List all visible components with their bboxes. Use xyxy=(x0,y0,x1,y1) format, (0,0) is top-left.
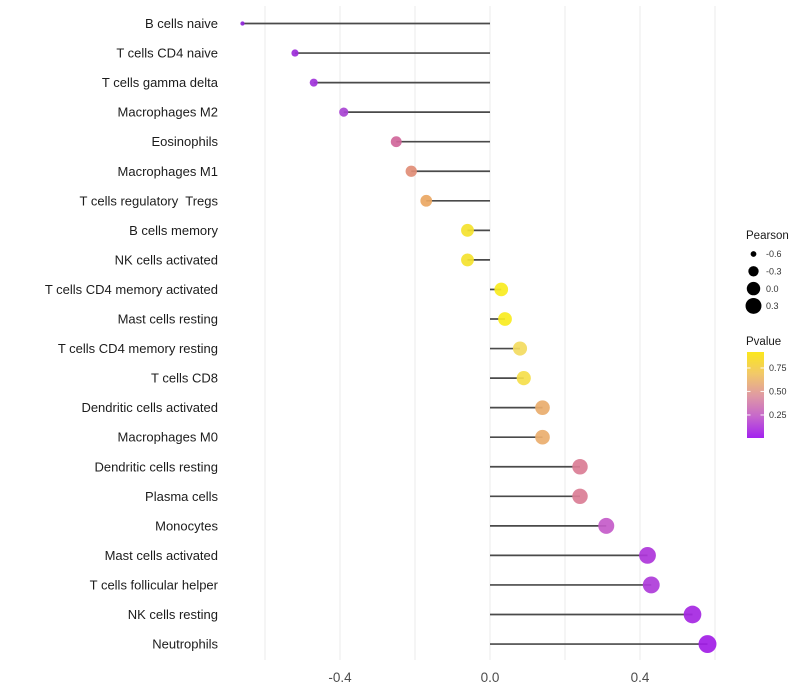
size-legend-dot xyxy=(746,281,761,296)
size-legend-dot xyxy=(750,251,757,257)
size-legend: -0.6 -0.3 0.0 0.3 xyxy=(745,249,782,314)
y-axis-label: B cells naive xyxy=(145,16,218,31)
y-axis-label: Macrophages M1 xyxy=(118,164,218,179)
y-axis-label: T cells CD4 naive xyxy=(116,46,218,61)
y-axis-label: NK cells resting xyxy=(128,607,218,622)
pvalue-colorbar: 0.75 0.50 0.25 xyxy=(747,352,787,438)
y-axis-label: Plasma cells xyxy=(145,489,218,504)
y-axis-label: T cells CD4 memory resting xyxy=(58,341,218,356)
data-rows: B cells naive T cells CD4 naive T cells ga… xyxy=(45,16,717,654)
lollipop-dot xyxy=(535,400,550,415)
lollipop-dot xyxy=(390,136,402,148)
size-legend-label: 0.0 xyxy=(766,284,779,294)
lollipop-dot xyxy=(535,429,550,445)
lollipop-dot xyxy=(598,517,615,534)
y-axis-label: Mast cells resting xyxy=(118,312,218,327)
y-axis-label: T cells regulatory Tregs xyxy=(80,193,219,208)
colorbar-label: 0.25 xyxy=(769,410,787,420)
color-legend-title: Pvalue xyxy=(746,336,781,348)
lollipop-dot xyxy=(461,253,474,267)
lollipop-dot xyxy=(683,605,702,624)
x-tick-label: 0.4 xyxy=(631,670,650,685)
x-tick-label: -0.4 xyxy=(328,670,352,685)
lollipop-dot xyxy=(339,107,349,117)
lollipop-dot xyxy=(698,635,717,654)
lollipop-dot xyxy=(494,282,509,297)
size-legend-title: Pearson xyxy=(746,230,789,242)
lollipop-dot xyxy=(498,312,512,326)
y-axis-label: Dendritic cells resting xyxy=(94,459,218,474)
lollipop-dot xyxy=(639,546,656,564)
y-axis-label: Dendritic cells activated xyxy=(81,400,218,415)
y-axis-label: Macrophages M2 xyxy=(118,105,218,120)
y-axis-label: T cells gamma delta xyxy=(102,75,219,90)
lollipop-dot xyxy=(461,223,474,237)
lollipop-dot xyxy=(572,488,588,505)
lollipop-dot xyxy=(516,370,531,386)
y-axis-label: Mast cells activated xyxy=(105,548,218,563)
y-axis-label: B cells memory xyxy=(129,223,218,238)
y-axis-label: Macrophages M0 xyxy=(118,430,218,445)
x-axis: -0.4 0.0 0.4 xyxy=(328,670,650,685)
gridlines xyxy=(264,6,716,660)
colorbar-label: 0.75 xyxy=(769,363,787,373)
colorbar-label: 0.50 xyxy=(769,387,787,397)
lollipop-dot xyxy=(572,459,588,475)
lollipop-dot xyxy=(512,341,528,356)
y-axis-label: Neutrophils xyxy=(152,637,218,652)
lollipop-dot xyxy=(309,78,318,87)
y-axis-label: T cells CD4 memory activated xyxy=(45,282,218,297)
size-legend-dot xyxy=(748,266,759,277)
y-axis-label: Eosinophils xyxy=(152,134,219,149)
lollipop-dot xyxy=(405,165,417,177)
y-axis-label: NK cells activated xyxy=(115,252,218,267)
y-axis-label: Monocytes xyxy=(155,518,218,533)
lollipop-dot xyxy=(642,576,660,594)
lollipop-dot xyxy=(240,21,245,26)
y-axis-label: T cells follicular helper xyxy=(90,577,219,592)
size-legend-label: 0.3 xyxy=(766,301,779,311)
size-legend-label: -0.6 xyxy=(766,249,782,259)
pvalue-gradient-bar xyxy=(747,352,764,438)
size-legend-label: -0.3 xyxy=(766,267,782,277)
lollipop-dot xyxy=(420,194,433,207)
lollipop-dot xyxy=(291,49,299,57)
legends: Pearson -0.6-0.30.00.3 Pvalue 0.750.500.… xyxy=(745,230,789,438)
y-axis-label: T cells CD8 xyxy=(151,371,218,386)
size-legend-dot xyxy=(745,297,762,314)
x-tick-label: 0.0 xyxy=(481,670,500,685)
